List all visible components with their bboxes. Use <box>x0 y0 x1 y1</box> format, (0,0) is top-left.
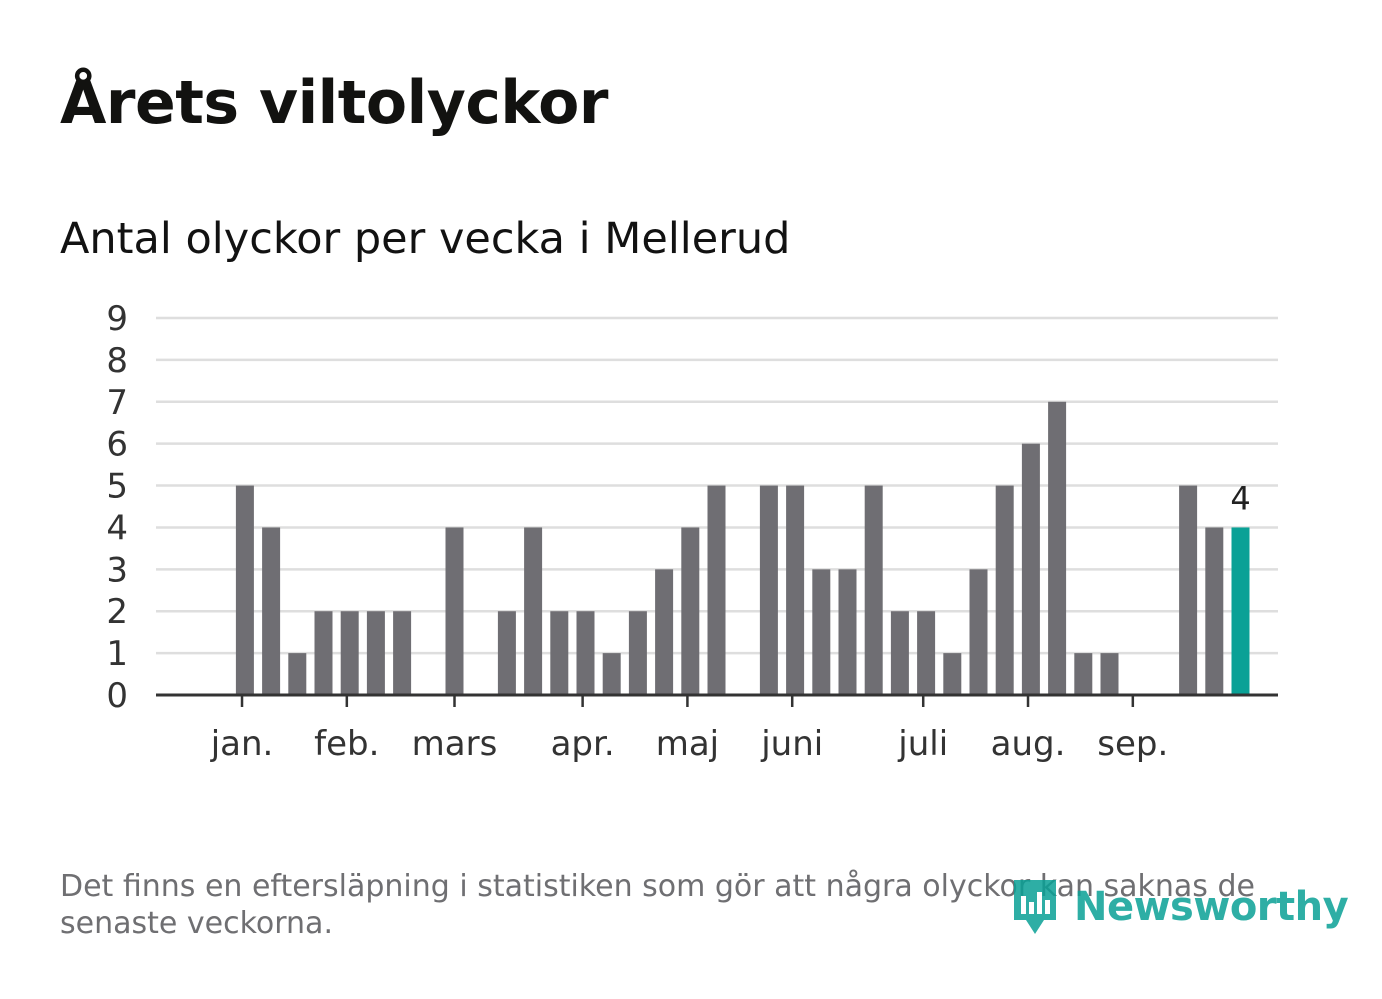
month-label: mars <box>412 724 498 764</box>
bar <box>786 485 805 695</box>
bar <box>681 527 700 695</box>
y-tick-label: 7 <box>106 383 128 423</box>
y-tick-label: 0 <box>106 676 128 716</box>
data-labels: 4 <box>1230 479 1250 517</box>
bar <box>1205 527 1224 695</box>
bar <box>969 569 988 695</box>
newsworthy-logo-text: Newsworthy <box>1074 884 1349 930</box>
bar <box>550 611 569 695</box>
bar <box>759 485 778 695</box>
month-label: jan. <box>210 724 274 764</box>
y-tick-label: 9 <box>106 299 128 339</box>
y-tick-label: 6 <box>106 425 128 465</box>
month-label: aug. <box>991 724 1066 764</box>
bar <box>917 611 936 695</box>
y-tick-label: 3 <box>106 550 128 590</box>
bar <box>1179 485 1198 695</box>
month-label: maj <box>656 724 719 764</box>
bar <box>497 611 516 695</box>
y-tick-label: 1 <box>106 634 128 674</box>
y-tick-label: 2 <box>106 592 128 632</box>
bar <box>707 485 726 695</box>
bar <box>340 611 359 695</box>
bar <box>864 485 883 695</box>
bar <box>838 569 857 695</box>
bar <box>1048 401 1067 695</box>
month-label: feb. <box>314 724 379 764</box>
y-tick-label: 5 <box>106 467 128 507</box>
bar <box>366 611 385 695</box>
y-tick-label: 8 <box>106 341 128 381</box>
bar <box>524 527 543 695</box>
y-tick-label: 4 <box>106 508 128 548</box>
bar <box>812 569 831 695</box>
highlight-data-label: 4 <box>1230 479 1250 517</box>
newsworthy-logo: Newsworthy <box>1010 876 1349 938</box>
chart-subtitle: Antal olyckor per vecka i Mellerud <box>60 214 791 264</box>
chart-title: Årets viltolyckor <box>60 68 609 138</box>
bar <box>1100 653 1119 695</box>
bar <box>943 653 962 695</box>
x-axis-ticks: jan. feb. mars apr. maj juni juli aug. sep. <box>210 695 1168 764</box>
bar <box>288 653 307 695</box>
month-label: juli <box>897 724 948 764</box>
month-label: apr. <box>551 724 615 764</box>
bar <box>628 611 647 695</box>
bar <box>602 653 621 695</box>
bar <box>393 611 412 695</box>
bar <box>314 611 333 695</box>
bar <box>262 527 281 695</box>
bars <box>235 401 1250 695</box>
bar <box>576 611 595 695</box>
bar <box>235 485 254 695</box>
bar <box>890 611 909 695</box>
bar-current-week <box>1231 527 1250 695</box>
bar <box>655 569 674 695</box>
newsworthy-logo-icon <box>1014 880 1056 934</box>
bar <box>995 485 1014 695</box>
month-label: juni <box>760 724 823 764</box>
bar <box>445 527 464 695</box>
bar <box>1074 653 1093 695</box>
bar <box>1021 443 1040 695</box>
month-label: sep. <box>1097 724 1168 764</box>
